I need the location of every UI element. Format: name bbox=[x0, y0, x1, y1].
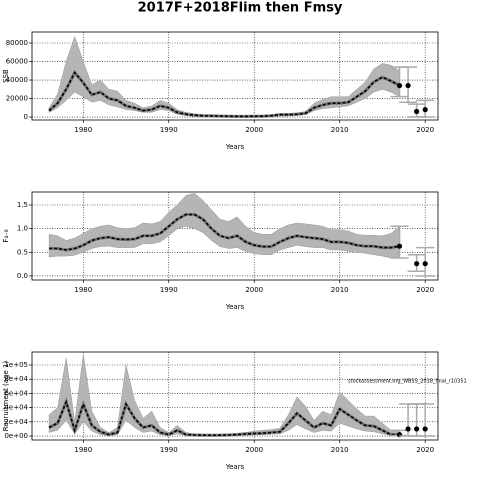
x-axis-label: Years bbox=[225, 143, 245, 151]
estimate-line-shadow bbox=[48, 69, 401, 118]
forecast-point bbox=[422, 107, 428, 113]
estimate-line bbox=[48, 399, 400, 437]
forecast-point bbox=[414, 261, 420, 267]
forecast-point bbox=[422, 426, 428, 432]
y-tick-label: 40000 bbox=[6, 76, 28, 84]
estimate-line bbox=[48, 71, 400, 118]
x-tick-label: 1990 bbox=[160, 446, 178, 454]
y-tick-label: 1e+05 bbox=[4, 361, 28, 369]
x-axis-label: Years bbox=[225, 463, 245, 471]
y-tick-label: 60000 bbox=[6, 58, 28, 66]
annotation: stockassessment.org_WBSS_2018_final_r103… bbox=[348, 379, 467, 385]
y-tick-label: 0.5 bbox=[17, 248, 28, 256]
x-tick-label: 2010 bbox=[331, 446, 349, 454]
y-axis-label: SSB bbox=[2, 69, 10, 83]
x-tick-label: 2020 bbox=[416, 446, 434, 454]
y-tick-label: 2e+04 bbox=[4, 418, 28, 426]
forecast-point bbox=[396, 82, 403, 89]
y-tick-label: 6e+04 bbox=[4, 389, 28, 397]
forecast-point bbox=[405, 82, 411, 89]
figure-title: 2017F+2018Flim then Fmsy bbox=[138, 1, 343, 16]
x-tick-label: 1990 bbox=[160, 126, 178, 134]
x-tick-label: 2010 bbox=[331, 286, 349, 294]
x-tick-label: 2000 bbox=[245, 286, 263, 294]
forecast-point bbox=[405, 426, 411, 432]
x-tick-label: 1980 bbox=[74, 446, 92, 454]
y-axis-label: Recruitment (age 1) bbox=[2, 361, 10, 432]
forecast-point bbox=[396, 243, 403, 249]
y-tick-label: 0.0 bbox=[17, 272, 28, 280]
confidence-band bbox=[48, 192, 400, 259]
x-tick-label: 1990 bbox=[160, 286, 178, 294]
x-axis-label: Years bbox=[225, 303, 245, 311]
plot-frame bbox=[31, 191, 439, 281]
forecast-point bbox=[414, 108, 420, 115]
y-tick-label: 80000 bbox=[6, 39, 28, 47]
x-tick-label: 2020 bbox=[416, 126, 434, 134]
y-tick-label: 8e+04 bbox=[4, 375, 28, 383]
y-axis-label: F₄₋₈ bbox=[2, 229, 10, 243]
x-tick-label: 2020 bbox=[416, 286, 434, 294]
y-tick-label: 20000 bbox=[6, 95, 28, 103]
forecast-point bbox=[414, 426, 420, 432]
x-tick-label: 2000 bbox=[245, 446, 263, 454]
confidence-band bbox=[48, 354, 400, 437]
y-tick-label: 4e+04 bbox=[4, 404, 28, 412]
x-tick-label: 1980 bbox=[74, 286, 92, 294]
estimate-line bbox=[49, 213, 400, 251]
x-tick-label: 2000 bbox=[245, 126, 263, 134]
y-tick-label: 1.0 bbox=[17, 225, 28, 233]
y-tick-label: 0 bbox=[24, 113, 28, 121]
forecast-point bbox=[422, 261, 428, 267]
plot-frame bbox=[31, 31, 439, 121]
x-tick-label: 1980 bbox=[74, 126, 92, 134]
x-tick-label: 2010 bbox=[331, 126, 349, 134]
y-tick-label: 1.5 bbox=[17, 201, 28, 209]
confidence-band bbox=[48, 35, 400, 117]
plot-frame bbox=[31, 351, 439, 441]
y-tick-label: 0e+00 bbox=[4, 432, 28, 440]
